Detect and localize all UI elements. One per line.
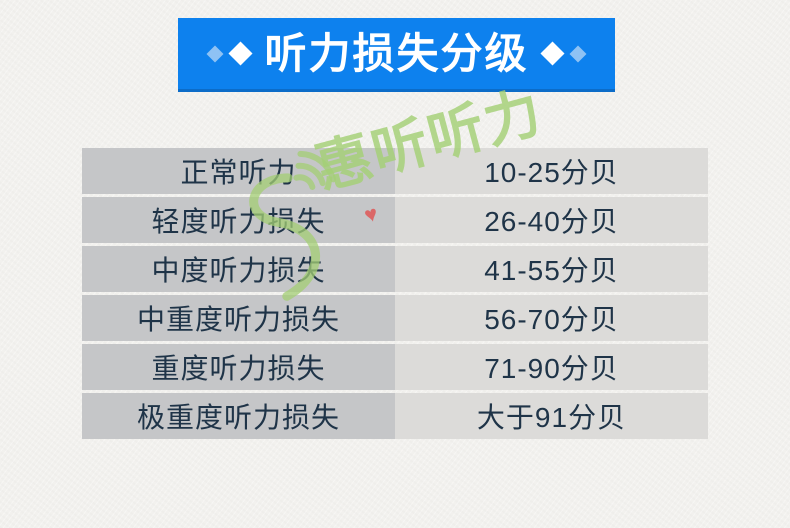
- level-cell: 轻度听力损失: [82, 197, 395, 243]
- table-row: 中度听力损失 41-55分贝: [82, 246, 708, 292]
- table-row: 轻度听力损失 26-40分贝: [82, 197, 708, 243]
- diamond-right-small-icon: [569, 45, 586, 62]
- level-cell: 重度听力损失: [82, 344, 395, 390]
- table-row: 重度听力损失 71-90分贝: [82, 344, 708, 390]
- table-row: 中重度听力损失 56-70分贝: [82, 295, 708, 341]
- diamond-right-large-icon: [539, 41, 565, 66]
- range-cell: 41-55分贝: [395, 246, 708, 292]
- range-cell: 56-70分贝: [395, 295, 708, 341]
- table-row: 极重度听力损失 大于91分贝: [82, 393, 708, 439]
- range-cell: 71-90分贝: [395, 344, 708, 390]
- range-cell: 26-40分贝: [395, 197, 708, 243]
- range-cell: 大于91分贝: [395, 393, 708, 439]
- hearing-loss-table: 正常听力 10-25分贝 轻度听力损失 26-40分贝 中度听力损失 41-55…: [82, 148, 708, 439]
- title-banner: 听力损失分级: [178, 18, 615, 92]
- diamond-left-small-icon: [206, 45, 224, 62]
- level-cell: 极重度听力损失: [82, 393, 395, 439]
- page-title: 听力损失分级: [264, 29, 529, 77]
- range-cell: 10-25分贝: [395, 148, 708, 194]
- level-cell: 正常听力: [82, 148, 395, 194]
- level-cell: 中度听力损失: [82, 246, 395, 292]
- diamond-left-large-icon: [228, 41, 254, 66]
- table-row: 正常听力 10-25分贝: [82, 148, 708, 194]
- level-cell: 中重度听力损失: [82, 295, 395, 341]
